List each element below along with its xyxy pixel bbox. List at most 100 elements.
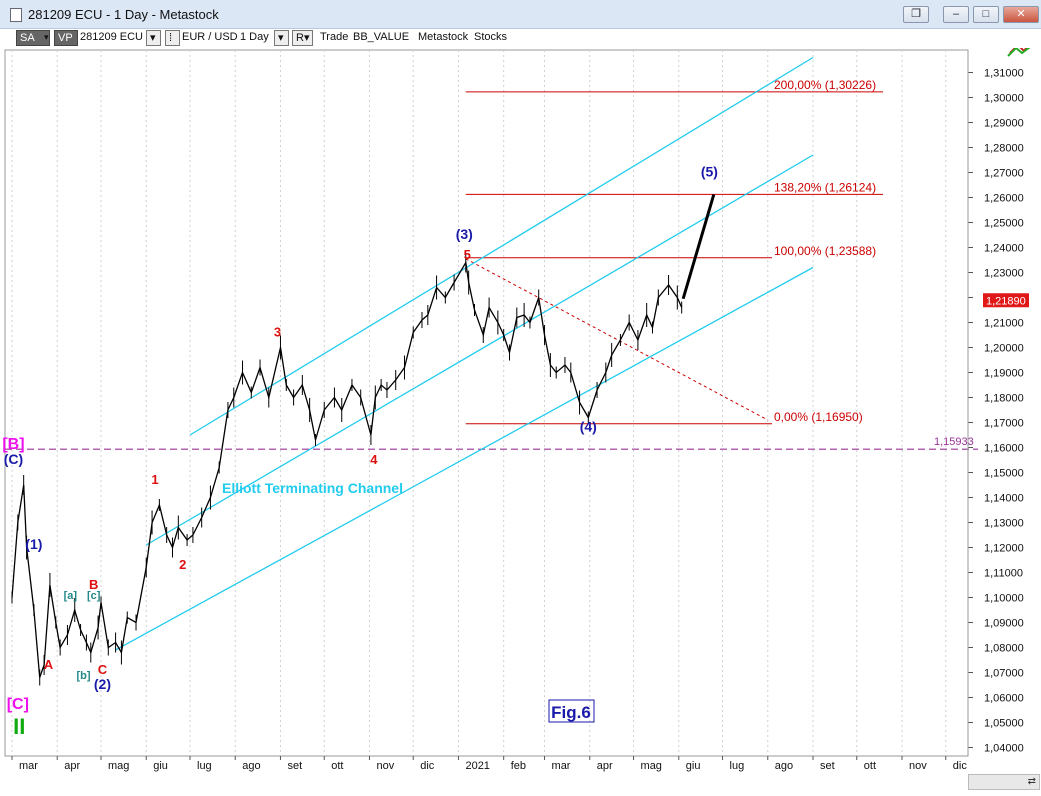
y-tick-label: 1,12000 [984,543,1024,555]
channel-layer [115,56,814,651]
x-tick-label: set [820,760,835,772]
title-bar: 281209 ECU - 1 Day - Metastock ❐ – □ ✕ [0,0,1041,29]
wave-label: (5) [701,163,718,179]
wave-label: (3) [456,226,473,242]
wave-label: 5 [464,247,471,262]
fib-level-label: 138,20% (1,26124) [774,180,876,194]
y-tick-label: 1,30000 [984,93,1024,105]
wave-label: [B] [2,436,24,453]
symbol-dropdown-icon[interactable]: ▾ [146,30,161,46]
maximize-icon[interactable]: □ [973,6,999,23]
y-tick-label: 1,13000 [984,518,1024,530]
y-tick-label: 1,24000 [984,243,1024,255]
wave-label: 1 [151,472,158,487]
channel-line [115,266,814,651]
y-tick-label: 1,15000 [984,468,1024,480]
restore-icon[interactable]: ❐ [903,6,929,23]
y-tick-label: 1,05000 [984,718,1024,730]
sa-dropdown-icon[interactable]: ▾ [44,32,49,42]
x-tick-label: apr [597,760,613,772]
channel-label: Elliott Terminating Channel [222,480,403,496]
y-tick-label: 1,29000 [984,118,1024,130]
wave-label: [C] [7,696,29,713]
wave-label: [b] [76,670,90,682]
x-tick-label: ago [775,760,793,772]
symbol-label: 281209 ECU [80,31,143,43]
x-tick-label: lug [730,760,745,772]
current-price-label: 1,21890 [986,295,1026,307]
wave-label: (C) [4,451,23,467]
x-tick-label: apr [64,760,80,772]
dashed-level-label: 1,15933 [934,436,974,448]
close-icon[interactable]: ✕ [1003,6,1039,23]
x-tick-label: ago [242,760,260,772]
fib-level-label: 0,00% (1,16950) [774,410,863,424]
wave-label: 2 [179,557,186,572]
figure-label: Fig.6 [551,703,591,722]
chart-document-icon [10,8,22,22]
r-button[interactable]: R▾ [292,30,314,46]
y-tick-label: 1,14000 [984,493,1024,505]
scroll-right-icon[interactable]: ⇄ [1027,776,1036,787]
pair-label: EUR / USD [182,31,238,43]
wave-label: C [98,662,108,677]
y-tick-label: 1,08000 [984,643,1024,655]
y-tick-label: 1,26000 [984,193,1024,205]
window-title: 281209 ECU - 1 Day - Metastock [28,7,219,22]
x-tick-label: nov [909,760,927,772]
channel-line [189,56,814,436]
period-dropdown-icon[interactable]: ▾ [274,30,289,46]
y-tick-label: 1,06000 [984,693,1024,705]
price-chart: 200,00% (1,30226) 138,20% (1,26124) 100,00… [0,48,1041,794]
x-tick-label: dic [953,760,968,772]
y-tick-label: 1,20000 [984,343,1024,355]
x-tick-label: lug [197,760,212,772]
level-layer: 200,00% (1,30226) 138,20% (1,26124) 100,00… [5,78,978,450]
fib-level-label: 200,00% (1,30226) [774,78,876,92]
sa-button[interactable]: SA [16,30,50,46]
y-tick-label: 1,07000 [984,668,1024,680]
minimize-icon[interactable]: – [943,6,969,23]
pair-menu-icon[interactable]: ⁞ [165,30,180,46]
horizontal-scrollbar[interactable]: ⇄ [968,774,1040,790]
y-tick-label: 1,11000 [984,568,1023,580]
y-tick-label: 1,31000 [984,68,1024,80]
y-tick-label: 1,04000 [984,743,1024,755]
wave-label: (4) [580,418,597,434]
y-tick-label: 1,16000 [984,443,1024,455]
current-price-badge [983,293,1029,308]
y-tick-label: 1,10000 [984,593,1024,605]
y-tick-label: 1,25000 [984,218,1024,230]
stocks-label: Stocks [474,31,508,43]
wave-label: 4 [370,452,378,467]
chart-background [0,48,1041,794]
x-tick-label: giu [153,760,168,772]
x-tick-label: mar [19,760,38,772]
wave-label: (1) [25,536,42,552]
x-tick-label: mar [552,760,571,772]
price-layer [11,194,716,686]
x-tick-label: dic [420,760,435,772]
x-tick-label: feb [511,760,526,772]
value-label: BB_VALUE [353,31,410,43]
wave-label: 3 [274,324,281,339]
y-tick-label: 1,19000 [984,368,1024,380]
y-tick-label: 1,28000 [984,143,1024,155]
axis-layer: mar apr mag giu lug ago set ott nov dic 2021 feb mar… [11,50,1029,772]
label-layer: [B](C) (1) [a] B[c] A [b] C(2) [C]II 1 2 3 4 (3) 5 (4)… [2,163,718,739]
chart-toolbar: SA ▾ VP 281209 ECU ▾ ⁞ EUR / USD 1 Day ▾… [0,28,1041,48]
x-tick-label: giu [686,760,701,772]
wave-label: [a] [64,590,78,602]
wave-label: B [89,577,98,592]
x-tick-label: 2021 [465,760,489,772]
y-tick-label: 1,21000 [984,318,1024,330]
y-tick-label: 1,23000 [984,268,1024,280]
vp-button[interactable]: VP [54,30,78,46]
wave-label: [c] [87,590,101,602]
fib-level-label: 100,00% (1,23588) [774,244,876,258]
x-tick-label: mag [641,760,662,772]
toolbar-chart-icon[interactable] [1007,48,1031,57]
x-tick-label: ott [864,760,876,772]
projection-line [681,194,716,300]
